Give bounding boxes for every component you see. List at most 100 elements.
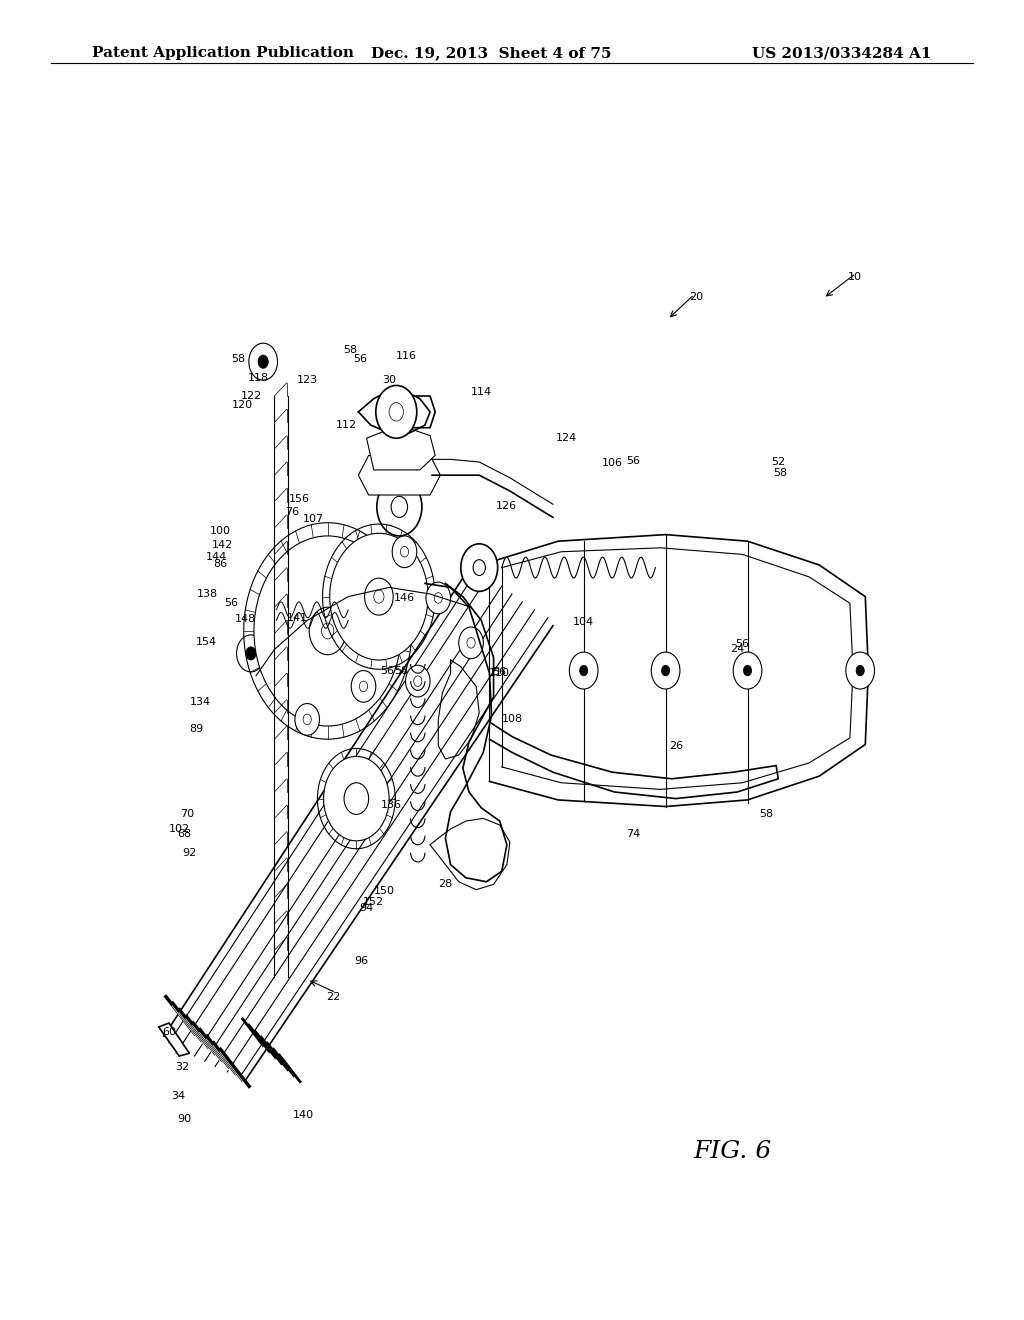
Text: 56: 56	[492, 667, 506, 677]
Text: 74: 74	[626, 829, 640, 840]
Text: 96: 96	[354, 956, 369, 966]
Text: 58: 58	[231, 354, 246, 364]
Text: 58: 58	[759, 809, 773, 820]
Circle shape	[237, 635, 265, 672]
Polygon shape	[159, 1023, 189, 1056]
Text: 56: 56	[735, 639, 750, 649]
Circle shape	[846, 652, 874, 689]
Circle shape	[856, 665, 864, 676]
Circle shape	[246, 647, 256, 660]
Text: 116: 116	[396, 351, 417, 362]
Text: 150: 150	[374, 886, 394, 896]
Text: 90: 90	[177, 1114, 191, 1125]
Circle shape	[351, 671, 376, 702]
Circle shape	[303, 714, 311, 725]
Text: 134: 134	[190, 697, 211, 708]
Text: 76: 76	[285, 507, 299, 517]
Circle shape	[434, 593, 442, 603]
Circle shape	[359, 681, 368, 692]
Text: 118: 118	[248, 372, 268, 383]
Circle shape	[580, 665, 588, 676]
Text: 152: 152	[364, 896, 384, 907]
Text: 112: 112	[336, 420, 356, 430]
Circle shape	[330, 533, 428, 660]
Circle shape	[426, 582, 451, 614]
Text: 52: 52	[771, 457, 785, 467]
Circle shape	[249, 343, 278, 380]
Text: 56: 56	[353, 354, 368, 364]
Text: US 2013/0334284 A1: US 2013/0334284 A1	[753, 46, 932, 61]
Text: 107: 107	[303, 513, 324, 524]
Circle shape	[461, 544, 498, 591]
Circle shape	[392, 536, 417, 568]
Text: 144: 144	[206, 552, 226, 562]
Text: 142: 142	[212, 540, 232, 550]
Text: 22: 22	[326, 991, 340, 1002]
Text: 110: 110	[489, 668, 510, 678]
Text: 58: 58	[343, 345, 357, 355]
Circle shape	[569, 652, 598, 689]
Circle shape	[254, 536, 401, 726]
Text: 58: 58	[773, 467, 787, 478]
Circle shape	[459, 627, 483, 659]
Circle shape	[473, 560, 485, 576]
Text: 104: 104	[573, 616, 594, 627]
Polygon shape	[379, 396, 435, 428]
Text: 10: 10	[848, 272, 862, 282]
Polygon shape	[367, 425, 435, 470]
Circle shape	[377, 478, 422, 536]
Polygon shape	[379, 430, 425, 459]
Circle shape	[376, 385, 417, 438]
Text: 34: 34	[171, 1090, 185, 1101]
Circle shape	[400, 546, 409, 557]
Text: 60: 60	[162, 1027, 176, 1038]
Circle shape	[733, 652, 762, 689]
Text: 126: 126	[497, 500, 517, 511]
Text: 123: 123	[297, 375, 317, 385]
Circle shape	[467, 638, 475, 648]
Text: 28: 28	[438, 879, 453, 890]
Text: 148: 148	[236, 614, 256, 624]
Circle shape	[295, 704, 319, 735]
Text: 140: 140	[293, 1110, 313, 1121]
Text: 102: 102	[169, 824, 189, 834]
Circle shape	[662, 665, 670, 676]
Text: Patent Application Publication: Patent Application Publication	[92, 46, 354, 61]
Text: 56: 56	[224, 598, 239, 609]
Text: 100: 100	[210, 525, 230, 536]
Polygon shape	[358, 455, 440, 495]
Text: 120: 120	[232, 400, 253, 411]
Text: 30: 30	[382, 375, 396, 385]
Circle shape	[414, 676, 422, 686]
Circle shape	[324, 756, 389, 841]
Text: 94: 94	[359, 903, 374, 913]
Text: Dec. 19, 2013  Sheet 4 of 75: Dec. 19, 2013 Sheet 4 of 75	[372, 46, 611, 61]
Text: 68: 68	[177, 829, 191, 840]
Circle shape	[309, 607, 346, 655]
Text: 124: 124	[556, 433, 577, 444]
Circle shape	[374, 590, 384, 603]
Text: 136: 136	[381, 800, 401, 810]
Text: 24: 24	[730, 644, 744, 655]
Circle shape	[391, 496, 408, 517]
Text: 92: 92	[182, 847, 197, 858]
Text: 26: 26	[669, 741, 683, 751]
Text: 156: 156	[289, 494, 309, 504]
Text: 56: 56	[626, 455, 640, 466]
Text: 141: 141	[287, 612, 307, 623]
Text: 122: 122	[242, 391, 262, 401]
Circle shape	[743, 665, 752, 676]
Text: 58: 58	[394, 665, 409, 676]
Circle shape	[389, 403, 403, 421]
Text: 154: 154	[197, 636, 217, 647]
Circle shape	[344, 783, 369, 814]
Text: 114: 114	[471, 387, 492, 397]
Text: 108: 108	[502, 714, 522, 725]
Text: 32: 32	[175, 1061, 189, 1072]
Text: 89: 89	[189, 723, 204, 734]
Text: 138: 138	[198, 589, 218, 599]
Circle shape	[322, 623, 334, 639]
Circle shape	[258, 355, 268, 368]
Circle shape	[365, 578, 393, 615]
Text: 106: 106	[602, 458, 623, 469]
